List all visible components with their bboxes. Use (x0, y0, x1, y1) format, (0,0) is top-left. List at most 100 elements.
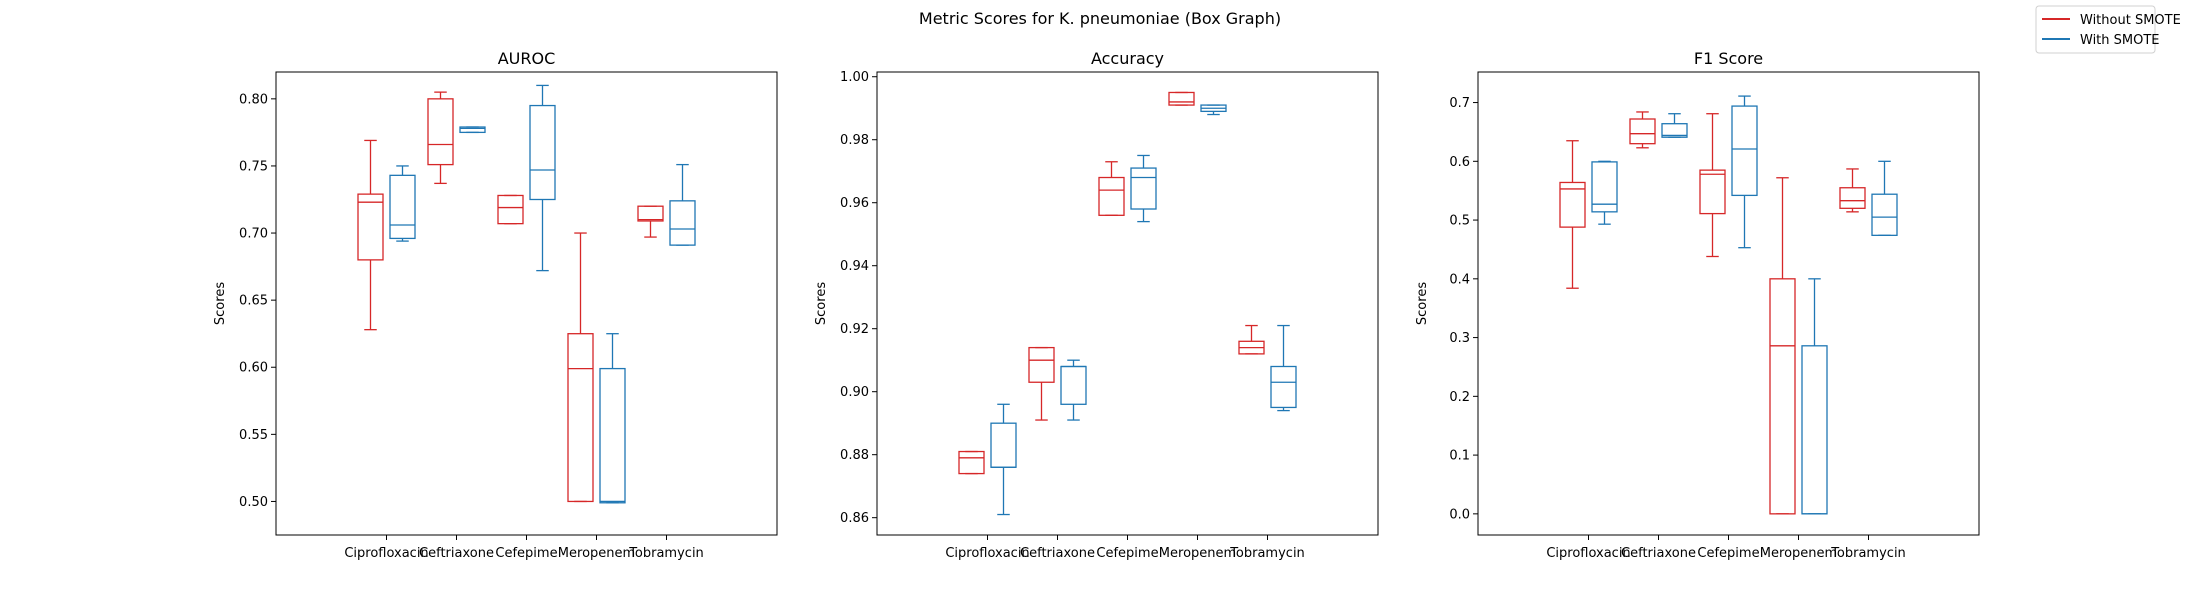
box-without-smote-cefepime (1098, 161, 1125, 216)
y-axis-label: Scores (814, 282, 829, 325)
box-without-smote-cefepime (1699, 113, 1726, 258)
box-iqr (529, 104, 556, 201)
y-tick-label: 0.86 (840, 511, 869, 526)
x-tick-label-cefepime: Cefepime (1096, 546, 1158, 561)
box-iqr (1871, 193, 1898, 236)
x-tick-label-ceftriaxone: Ceftriaxone (1020, 546, 1095, 561)
x-tick-label-cefepime: Cefepime (1697, 546, 1759, 561)
box-iqr (497, 194, 524, 225)
panel-auroc: AUROC 0.50 0.55 0.60 0.65 0.70 0.75 0.80 Scores C… (213, 49, 778, 561)
axes-frame (1477, 71, 1980, 536)
box-without-smote-ceftriaxone (1629, 111, 1656, 149)
y-tick-label: 0.2 (1449, 390, 1470, 405)
box-without-smote-ciprofloxacin (1559, 140, 1586, 289)
y-tick-label: 0.1 (1449, 449, 1470, 464)
y-tick-label: 0.98 (840, 133, 869, 148)
panel-title: AUROC (498, 49, 556, 68)
y-tick-label: 0.70 (239, 227, 268, 242)
box-iqr (1168, 91, 1195, 106)
x-tick-label-ciprofloxacin: Ciprofloxacin (1546, 546, 1630, 561)
y-tick-label: 1.00 (840, 70, 869, 85)
box-with-smote-tobramycin (1270, 324, 1297, 412)
y-tick-label: 0.90 (840, 385, 869, 400)
x-tick-label-meropenem: Meropenem (558, 546, 635, 561)
box-with-smote-tobramycin (669, 163, 696, 246)
box-with-smote-cefepime (1130, 154, 1157, 223)
panel-title: Accuracy (1091, 49, 1164, 68)
panel-f1-score: F1 Score 0.0 0.1 0.2 0.3 0.4 0.5 0.6 0.7 Scores Ci… (1415, 49, 1980, 561)
x-tick-label-meropenem: Meropenem (1760, 546, 1837, 561)
y-tick-label: 0.6 (1449, 155, 1470, 170)
box-iqr (599, 367, 626, 504)
y-axis-label: Scores (213, 282, 228, 325)
box-iqr (1769, 278, 1796, 515)
legend: Without SMOTE With SMOTE (2035, 5, 2181, 54)
box-with-smote-tobramycin (1871, 160, 1898, 236)
box-iqr (1591, 161, 1618, 213)
y-tick-label: 0.3 (1449, 331, 1470, 346)
x-tick-label-tobramycin: Tobramycin (1830, 546, 1906, 561)
box-with-smote-ceftriaxone (459, 126, 486, 134)
figure-title: Metric Scores for K. pneumoniae (Box Gra… (919, 9, 1281, 28)
box-iqr (1699, 169, 1726, 215)
subplot-panels: AUROC 0.50 0.55 0.60 0.65 0.70 0.75 0.80 Scores C… (213, 49, 1980, 561)
y-tick-label: 0.75 (239, 159, 268, 174)
x-tick-label-ceftriaxone: Ceftriaxone (1621, 546, 1696, 561)
x-tick-label-ceftriaxone: Ceftriaxone (419, 546, 494, 561)
box-with-smote-ceftriaxone (1060, 359, 1087, 421)
box-with-smote-meropenem (599, 333, 626, 504)
y-tick-label: 0.96 (840, 196, 869, 211)
panel-accuracy: Accuracy 0.86 0.88 0.90 0.92 0.94 0.96 0.98 1.00… (814, 49, 1379, 561)
box-without-smote-meropenem (567, 232, 594, 503)
box-iqr (1839, 187, 1866, 209)
y-tick-label: 0.0 (1449, 507, 1470, 522)
x-tick-label-meropenem: Meropenem (1159, 546, 1236, 561)
box-iqr (567, 333, 594, 503)
box-iqr (669, 200, 696, 246)
y-tick-label: 0.7 (1449, 96, 1470, 111)
box-with-smote-ciprofloxacin (990, 403, 1017, 516)
y-tick-label: 0.50 (239, 495, 268, 510)
box-iqr (1098, 176, 1125, 216)
box-iqr (357, 193, 384, 261)
y-axis-label: Scores (1415, 282, 1430, 325)
box-iqr (459, 126, 486, 134)
box-with-smote-meropenem (1801, 278, 1828, 515)
box-iqr (1661, 123, 1688, 138)
box-iqr (1559, 181, 1586, 228)
box-without-smote-ceftriaxone (1028, 346, 1055, 421)
box-without-smote-tobramycin (1238, 324, 1265, 355)
box-without-smote-meropenem (1769, 177, 1796, 515)
box-iqr (427, 98, 454, 166)
box-iqr (1270, 365, 1297, 409)
box-without-smote-meropenem (1168, 91, 1195, 106)
box-iqr (958, 450, 985, 475)
box-iqr (1130, 167, 1157, 210)
box-with-smote-ciprofloxacin (1591, 160, 1618, 225)
x-tick-label-ciprofloxacin: Ciprofloxacin (344, 546, 428, 561)
box-without-smote-tobramycin (637, 205, 664, 238)
box-without-smote-ceftriaxone (427, 91, 454, 185)
y-tick-label: 0.55 (239, 428, 268, 443)
box-with-smote-cefepime (529, 84, 556, 272)
box-iqr (1629, 118, 1656, 145)
x-tick-label-cefepime: Cefepime (495, 546, 557, 561)
panel-title: F1 Score (1694, 49, 1763, 68)
y-tick-label: 0.4 (1449, 272, 1470, 287)
x-tick-label-ciprofloxacin: Ciprofloxacin (945, 546, 1029, 561)
box-with-smote-meropenem (1200, 104, 1227, 116)
y-tick-label: 0.92 (840, 322, 869, 337)
legend-label-with-smote: With SMOTE (2080, 33, 2160, 48)
box-iqr (637, 205, 664, 222)
y-tick-label: 0.60 (239, 361, 268, 376)
y-tick-label: 0.5 (1449, 214, 1470, 229)
x-tick-label-tobramycin: Tobramycin (1229, 546, 1305, 561)
box-without-smote-tobramycin (1839, 168, 1866, 213)
box-with-smote-ciprofloxacin (389, 165, 416, 242)
box-iqr (1060, 365, 1087, 405)
box-with-smote-ceftriaxone (1661, 113, 1688, 138)
y-tick-label: 0.80 (239, 92, 268, 107)
box-without-smote-cefepime (497, 194, 524, 225)
axes-frame (275, 71, 778, 536)
